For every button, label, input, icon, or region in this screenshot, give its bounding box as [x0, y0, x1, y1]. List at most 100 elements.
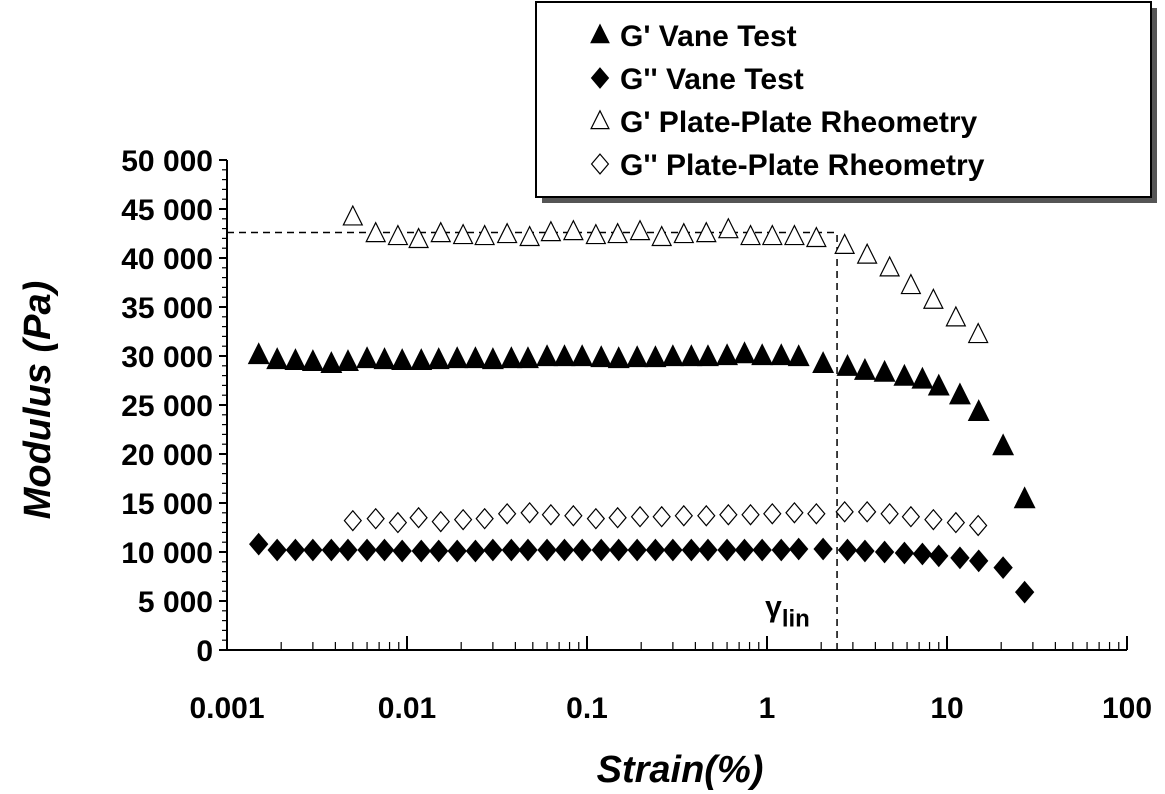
ticks-layer: 0 5 000 10 000 15 000 20 000 25 000 30 000 35 0… [121, 145, 1152, 725]
legend-marker [590, 109, 610, 130]
data-point [992, 433, 1015, 456]
data-point [453, 508, 473, 531]
legend-label: G'' Plate-Plate Rheometry [620, 149, 985, 182]
y-tick-label: 0 [196, 635, 213, 668]
data-point [717, 538, 737, 562]
data-point [771, 538, 791, 562]
data-point [607, 346, 630, 369]
data-point [855, 539, 875, 563]
y-tick-label: 5 000 [138, 586, 213, 619]
data-point [857, 500, 877, 523]
data-point [969, 549, 989, 573]
data-point [408, 227, 430, 249]
y-tick-label: 50 000 [121, 145, 213, 178]
data-point [496, 222, 518, 244]
data-point [267, 538, 287, 562]
data-point [674, 504, 694, 527]
data-point [609, 538, 629, 562]
data-point [880, 502, 899, 525]
data-point [695, 221, 717, 243]
data-point [591, 538, 611, 562]
data-point [901, 505, 921, 528]
data-point [537, 538, 557, 562]
data-point [751, 343, 774, 366]
data-point [697, 504, 716, 527]
data-point [553, 344, 576, 367]
data-point [629, 219, 651, 241]
data-point [343, 509, 363, 532]
data-point [894, 541, 915, 565]
data-point [945, 305, 967, 327]
data-point [373, 347, 396, 370]
data-point [698, 538, 718, 562]
data-point [554, 538, 575, 562]
data-point [387, 224, 409, 246]
data-point [927, 373, 950, 396]
data-point [805, 226, 827, 248]
data-point [644, 345, 667, 368]
data-point [893, 363, 916, 386]
data-point [967, 399, 990, 422]
data-point [661, 344, 684, 367]
data-point [836, 354, 859, 376]
axes-layer [226, 160, 1127, 651]
data-point [249, 532, 269, 556]
y-tick-label: 40 000 [121, 243, 213, 276]
data-point [266, 347, 289, 370]
data-point [365, 221, 387, 243]
data-point [500, 346, 523, 369]
data-point [429, 539, 449, 563]
series-1 [247, 341, 1036, 509]
legend-marker [590, 67, 610, 89]
data-point [946, 511, 966, 534]
legend-items: G' Vane Test G'' Vane Test G' Plate-Plate … [590, 20, 985, 182]
data-point [519, 225, 541, 247]
data-point [285, 538, 306, 562]
data-point [900, 273, 922, 295]
data-point [719, 503, 738, 526]
data-point [465, 539, 486, 563]
data-point [853, 357, 876, 380]
data-point [967, 322, 989, 344]
y-tick-label: 30 000 [121, 341, 213, 374]
x-tick-label: 10 [930, 692, 963, 725]
data-point [497, 502, 517, 525]
y-tick-label: 25 000 [121, 390, 213, 423]
data-point [929, 544, 949, 568]
data-point [607, 222, 629, 244]
data-point [948, 382, 971, 405]
data-point [392, 539, 412, 563]
data-point [752, 538, 772, 562]
data-point [680, 344, 703, 367]
data-point [571, 344, 594, 367]
data-point [337, 349, 359, 372]
data-point [835, 500, 854, 523]
annotation-layer [227, 231, 838, 650]
data-point [763, 502, 782, 525]
data-point [697, 344, 719, 367]
data-point [733, 341, 756, 364]
data-point [873, 359, 896, 382]
data-point [645, 538, 666, 562]
data-point [586, 507, 606, 530]
data-point [1014, 580, 1035, 604]
data-point [924, 508, 943, 531]
data-point [812, 351, 835, 373]
data-point [968, 514, 988, 537]
data-point [501, 538, 522, 562]
data-point [807, 502, 826, 525]
data-point [879, 255, 901, 277]
data-point [761, 224, 783, 246]
y-tick-label: 35 000 [121, 292, 213, 325]
data-point [342, 204, 364, 226]
data-point [716, 343, 739, 366]
data-point [447, 539, 467, 563]
data-point [787, 344, 810, 367]
data-point [789, 537, 809, 561]
data-point [430, 221, 452, 243]
data-point [446, 346, 469, 369]
data-point [1013, 486, 1036, 509]
y-tick-label: 15 000 [121, 488, 213, 521]
data-point [247, 342, 270, 365]
data-point [922, 287, 944, 309]
